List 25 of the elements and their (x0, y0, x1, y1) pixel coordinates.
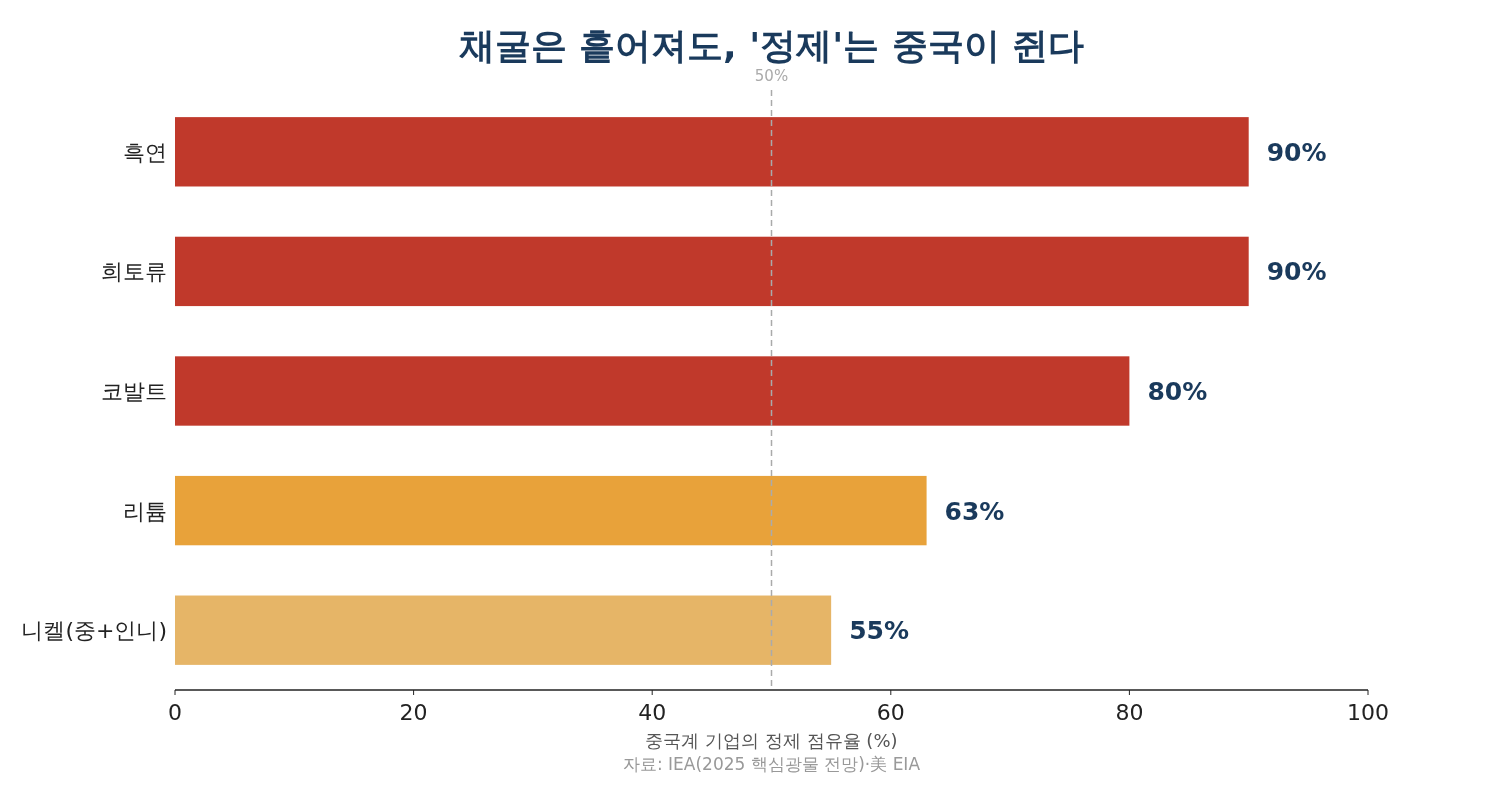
data-label: 63% (944, 496, 1005, 526)
x-tick-label: 80 (1115, 700, 1144, 725)
data-label: 55% (849, 616, 909, 646)
y-tick-label: 흑연 (123, 139, 167, 165)
y-tick-label: 리튬 (123, 498, 167, 524)
x-tick-label: 100 (1347, 700, 1389, 725)
x-tick-label: 60 (876, 700, 905, 725)
data-label: 80% (1147, 377, 1208, 406)
y-tick-label: 코발트 (101, 379, 167, 404)
data-label: 90% (1266, 257, 1327, 287)
x-tick-label: 40 (638, 700, 667, 725)
ref-line-label: 50% (754, 67, 789, 85)
y-tick-label: 희토류 (101, 259, 167, 285)
y-tick-label: 니켈(중+인니) (21, 618, 167, 644)
chart-title: 채굴은 흩어져도, '정제'는 중국이 쥔다 (458, 25, 1085, 66)
bar (175, 236, 1249, 307)
data-label: 90% (1266, 137, 1327, 167)
text: 자료: IEA(2025 핵심광물 전망)·美 EIA (622, 754, 921, 774)
x-tick-label: 0 (168, 700, 182, 725)
bar (175, 117, 1249, 187)
bar (175, 475, 927, 546)
bar (175, 595, 832, 665)
x-tick-label: 20 (399, 700, 428, 725)
bar (175, 356, 1130, 426)
x-axis-title: 중국계 기업의 정제 점유율 (%) (645, 730, 898, 751)
